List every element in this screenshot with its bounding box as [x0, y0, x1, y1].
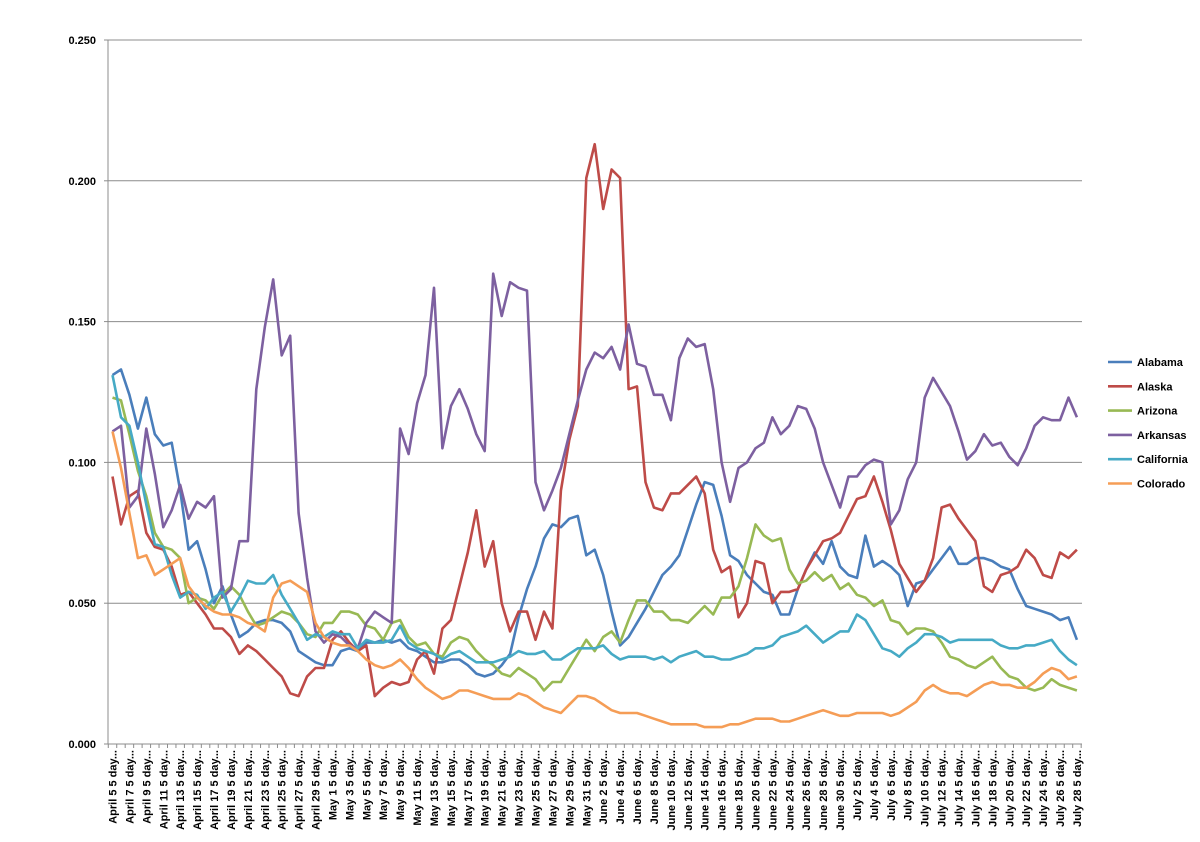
x-tick-label: June 18 5 day... [734, 750, 746, 831]
series-line-arizona [112, 396, 1078, 692]
x-tick-label: May 31 5 day... [581, 750, 593, 826]
legend-label: Arkansas [1137, 430, 1187, 442]
x-tick-label: May 25 5 day... [531, 750, 543, 826]
x-tick-label: July 14 5 day... [954, 750, 966, 827]
x-tick-label: June 30 5 day... [835, 750, 847, 831]
legend-label: California [1137, 454, 1189, 466]
x-tick-label: July 16 5 day... [970, 750, 982, 827]
x-tick-label: June 12 5 day... [683, 750, 695, 831]
x-tick-label: July 28 5 day... [1072, 750, 1084, 827]
series-line-california [111, 374, 1078, 667]
x-tick-label: May 7 5 day... [378, 750, 390, 820]
x-tick-label: July 12 5 day... [937, 750, 949, 827]
x-tick-label: July 26 5 day... [1055, 750, 1067, 827]
x-tick-label: June 26 5 day... [801, 750, 813, 831]
x-tick-label: May 27 5 day... [547, 750, 559, 826]
legend-label: Alaska [1137, 381, 1173, 393]
series-line-colorado [111, 431, 1078, 729]
x-tick-label: May 21 5 day... [497, 750, 509, 826]
x-tick-label: April 29 5 day... [311, 750, 323, 830]
legend-label: Alabama [1137, 357, 1184, 369]
x-tick-label: April 7 5 day... [124, 750, 136, 824]
legend-label: Colorado [1137, 479, 1186, 491]
x-tick-label: May 29 5 day... [564, 750, 576, 826]
x-tick-label: May 9 5 day... [395, 750, 407, 820]
x-tick-label: May 17 5 day... [463, 750, 475, 826]
x-tick-label: May 13 5 day... [429, 750, 441, 826]
x-tick-label: July 6 5 day... [886, 750, 898, 821]
y-tick-label: 0.150 [68, 317, 96, 329]
x-tick-label: April 5 5 day... [108, 750, 120, 824]
x-tick-label: April 13 5 day... [175, 750, 187, 830]
legend-label: Arizona [1137, 406, 1178, 418]
x-tick-label: June 22 5 day... [767, 750, 779, 831]
x-tick-label: July 10 5 day... [920, 750, 932, 827]
x-tick-label: June 20 5 day... [750, 750, 762, 831]
x-tick-label: June 8 5 day... [649, 750, 661, 824]
y-tick-label: 0.200 [68, 176, 96, 188]
x-tick-label: July 8 5 day... [903, 750, 915, 821]
x-tick-label: June 16 5 day... [717, 750, 729, 831]
x-tick-label: May 1 5 day... [327, 750, 339, 820]
x-tick-label: April 19 5 day... [226, 750, 238, 830]
x-tick-label: June 10 5 day... [666, 750, 678, 831]
x-tick-label: May 3 5 day... [344, 750, 356, 820]
x-tick-label: April 9 5 day... [141, 750, 153, 824]
x-tick-label: April 17 5 day... [209, 750, 221, 830]
x-tick-label: June 28 5 day... [818, 750, 830, 831]
x-tick-label: July 22 5 day... [1021, 750, 1033, 827]
y-tick-label: 0.250 [68, 35, 96, 47]
x-tick-label: June 4 5 day... [615, 750, 627, 824]
x-tick-label: June 14 5 day... [700, 750, 712, 831]
x-tick-label: May 11 5 day... [412, 750, 424, 826]
series-line-alabama [111, 368, 1079, 678]
x-tick-label: May 5 5 day... [361, 750, 373, 820]
x-tick-label: June 24 5 day... [784, 750, 796, 831]
x-tick-label: June 2 5 day... [598, 750, 610, 824]
x-tick-label: June 6 5 day... [632, 750, 644, 824]
x-tick-label: July 2 5 day... [852, 750, 864, 821]
series-line-alaska [111, 142, 1078, 698]
x-tick-label: April 11 5 day... [158, 750, 170, 829]
x-tick-label: July 24 5 day... [1038, 750, 1050, 827]
x-tick-label: April 23 5 day... [260, 750, 272, 830]
y-tick-label: 0.050 [68, 598, 96, 610]
series-line-arkansas [111, 272, 1079, 650]
x-tick-label: July 18 5 day... [987, 750, 999, 827]
x-tick-label: May 19 5 day... [480, 750, 492, 826]
x-tick-label: July 4 5 day... [869, 750, 881, 821]
x-tick-label: May 23 5 day... [514, 750, 526, 826]
x-tick-label: April 25 5 day... [277, 750, 289, 830]
y-tick-label: 0.100 [68, 457, 96, 469]
y-tick-label: 0.000 [68, 739, 96, 751]
x-tick-label: April 21 5 day... [243, 750, 255, 830]
x-tick-label: April 15 5 day... [192, 750, 204, 830]
x-tick-label: July 20 5 day... [1004, 750, 1016, 827]
x-tick-label: April 27 5 day... [294, 750, 306, 830]
x-tick-label: May 15 5 day... [446, 750, 458, 826]
